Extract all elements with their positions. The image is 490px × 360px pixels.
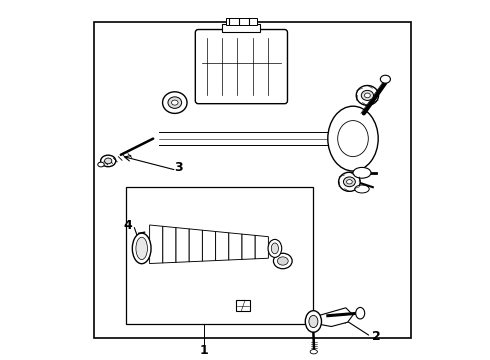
Ellipse shape <box>277 257 288 265</box>
Ellipse shape <box>309 315 318 328</box>
Ellipse shape <box>271 243 278 254</box>
Ellipse shape <box>268 239 282 257</box>
Ellipse shape <box>343 177 355 187</box>
Ellipse shape <box>168 97 182 108</box>
Ellipse shape <box>356 86 379 105</box>
Ellipse shape <box>136 237 147 260</box>
Ellipse shape <box>380 75 391 83</box>
Ellipse shape <box>339 172 360 192</box>
Ellipse shape <box>356 307 365 319</box>
Ellipse shape <box>361 90 373 100</box>
Polygon shape <box>189 229 202 262</box>
Text: 3: 3 <box>174 161 183 174</box>
Ellipse shape <box>328 106 378 171</box>
Polygon shape <box>242 234 255 260</box>
Ellipse shape <box>172 100 178 105</box>
FancyBboxPatch shape <box>196 30 288 104</box>
Bar <box>222 24 260 32</box>
Bar <box>94 22 411 338</box>
Polygon shape <box>202 230 216 261</box>
Bar <box>236 300 250 311</box>
Ellipse shape <box>98 162 104 167</box>
Text: 1: 1 <box>199 345 208 357</box>
Ellipse shape <box>353 167 371 178</box>
Ellipse shape <box>104 158 112 164</box>
Ellipse shape <box>305 311 321 332</box>
Polygon shape <box>229 233 242 260</box>
Polygon shape <box>163 226 176 263</box>
Ellipse shape <box>346 180 352 184</box>
Polygon shape <box>149 225 163 264</box>
Ellipse shape <box>163 92 187 113</box>
Text: 4: 4 <box>123 219 132 231</box>
Bar <box>126 187 314 324</box>
Ellipse shape <box>100 155 116 167</box>
Polygon shape <box>255 235 269 259</box>
Ellipse shape <box>355 185 369 193</box>
Ellipse shape <box>310 350 318 354</box>
Text: 2: 2 <box>372 330 381 343</box>
Ellipse shape <box>273 253 292 269</box>
Polygon shape <box>308 308 353 327</box>
Bar <box>226 18 257 25</box>
Polygon shape <box>216 231 229 261</box>
Ellipse shape <box>365 93 370 98</box>
Ellipse shape <box>132 233 151 264</box>
Polygon shape <box>176 228 189 262</box>
